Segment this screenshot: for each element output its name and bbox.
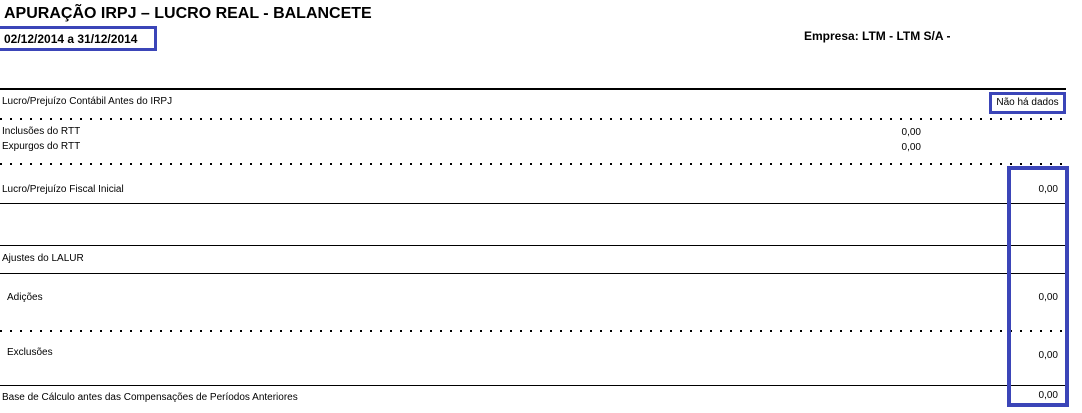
divider-base-calculo <box>0 385 1066 386</box>
row-value-fiscal-inicial: 0,00 <box>1038 184 1058 195</box>
row-value-adicoes: 0,00 <box>1038 292 1058 303</box>
row-value-exclusoes: 0,00 <box>1038 350 1058 361</box>
row-label-fiscal-inicial: Lucro/Prejuízo Fiscal Inicial <box>2 184 124 195</box>
divider-above-ajustes <box>0 245 1066 246</box>
row-label-ajustes-lalur: Ajustes do LALUR <box>2 253 84 264</box>
dotted-divider-2 <box>0 163 1066 165</box>
period-highlight-box[interactable]: 02/12/2014 a 31/12/2014 <box>0 26 157 51</box>
no-data-badge: Não há dados <box>996 97 1059 108</box>
row-value-inclusoes-rtt: 0,00 <box>901 127 921 138</box>
row-value-base-calculo: 0,00 <box>1038 390 1058 401</box>
no-data-highlight-box[interactable]: Não há dados <box>989 92 1066 114</box>
row-label-expurgos-rtt: Expurgos do RTT <box>2 141 81 152</box>
row-label-exclusoes: Exclusões <box>7 347 53 358</box>
period-range: 02/12/2014 a 31/12/2014 <box>4 32 138 46</box>
dotted-divider-3 <box>0 330 1066 332</box>
dotted-divider-1 <box>0 118 1066 120</box>
page-title: APURAÇÃO IRPJ – LUCRO REAL - BALANCETE <box>4 5 372 22</box>
row-label-base-calculo: Base de Cálculo antes das Compensações d… <box>2 392 298 403</box>
divider-below-ajustes <box>0 273 1066 274</box>
divider-top <box>0 88 1066 90</box>
company-label: Empresa: LTM - LTM S/A - <box>804 29 951 43</box>
divider-fiscal-inicial <box>0 203 1066 204</box>
value-column-highlight-box[interactable] <box>1007 166 1069 407</box>
row-value-expurgos-rtt: 0,00 <box>901 142 921 153</box>
row-label-contabil: Lucro/Prejuízo Contábil Antes do IRPJ <box>2 96 173 107</box>
row-label-inclusoes-rtt: Inclusões do RTT <box>2 126 81 137</box>
row-label-adicoes: Adições <box>7 292 43 303</box>
